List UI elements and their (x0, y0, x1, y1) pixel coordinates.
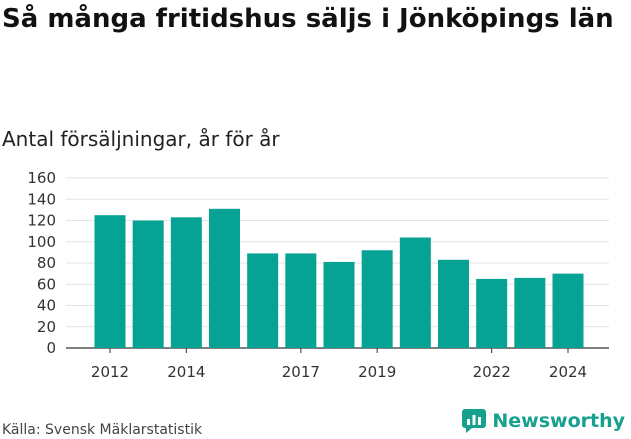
bars (94, 208, 584, 348)
bar-2016 (247, 253, 279, 348)
y-tick-label: 0 (46, 339, 56, 357)
y-tick-label: 160 (27, 169, 56, 187)
bar-2024 (552, 273, 584, 348)
brand-logo: Newsworthy (461, 408, 625, 434)
y-tick-label: 140 (27, 190, 56, 208)
source-note: Källa: Svensk Mäklarstatistik (2, 422, 203, 438)
x-tick-label: 2022 (473, 363, 511, 381)
x-tick-label: 2012 (91, 363, 129, 381)
y-tick-label: 60 (37, 275, 56, 293)
x-tick-label: 2014 (167, 363, 205, 381)
y-tick-label: 120 (27, 212, 56, 230)
chart-subtitle: Antal försäljningar, år för år (2, 127, 280, 151)
newsworthy-logo-icon (462, 409, 487, 433)
x-tick-label: 2017 (282, 363, 320, 381)
bar-2017 (285, 253, 317, 348)
bar-2014 (170, 217, 202, 348)
bar-2013 (132, 220, 164, 348)
bar-2022 (476, 278, 508, 348)
bar-2018 (323, 261, 355, 348)
bar-2019 (361, 250, 393, 348)
y-tick-label: 80 (37, 254, 56, 272)
bar-2012 (94, 215, 126, 348)
y-axis-labels: 0 20 40 60 80 100 120 140 160 (27, 169, 56, 357)
chart-title: Så många fritidshus säljs i Jönköpings l… (2, 4, 614, 34)
x-tick-label: 2024 (549, 363, 587, 381)
x-axis-labels: 2012 2014 2017 2019 2022 2024 (91, 348, 587, 381)
x-tick-label: 2019 (358, 363, 396, 381)
y-tick-label: 100 (27, 233, 56, 251)
y-tick-label: 40 (37, 297, 56, 315)
brand-name: Newsworthy (492, 410, 625, 432)
bar-2015 (209, 208, 240, 348)
bar-2023 (514, 277, 546, 348)
bar-2021 (438, 259, 469, 348)
y-tick-label: 20 (37, 318, 56, 336)
bar-2020 (399, 237, 431, 348)
